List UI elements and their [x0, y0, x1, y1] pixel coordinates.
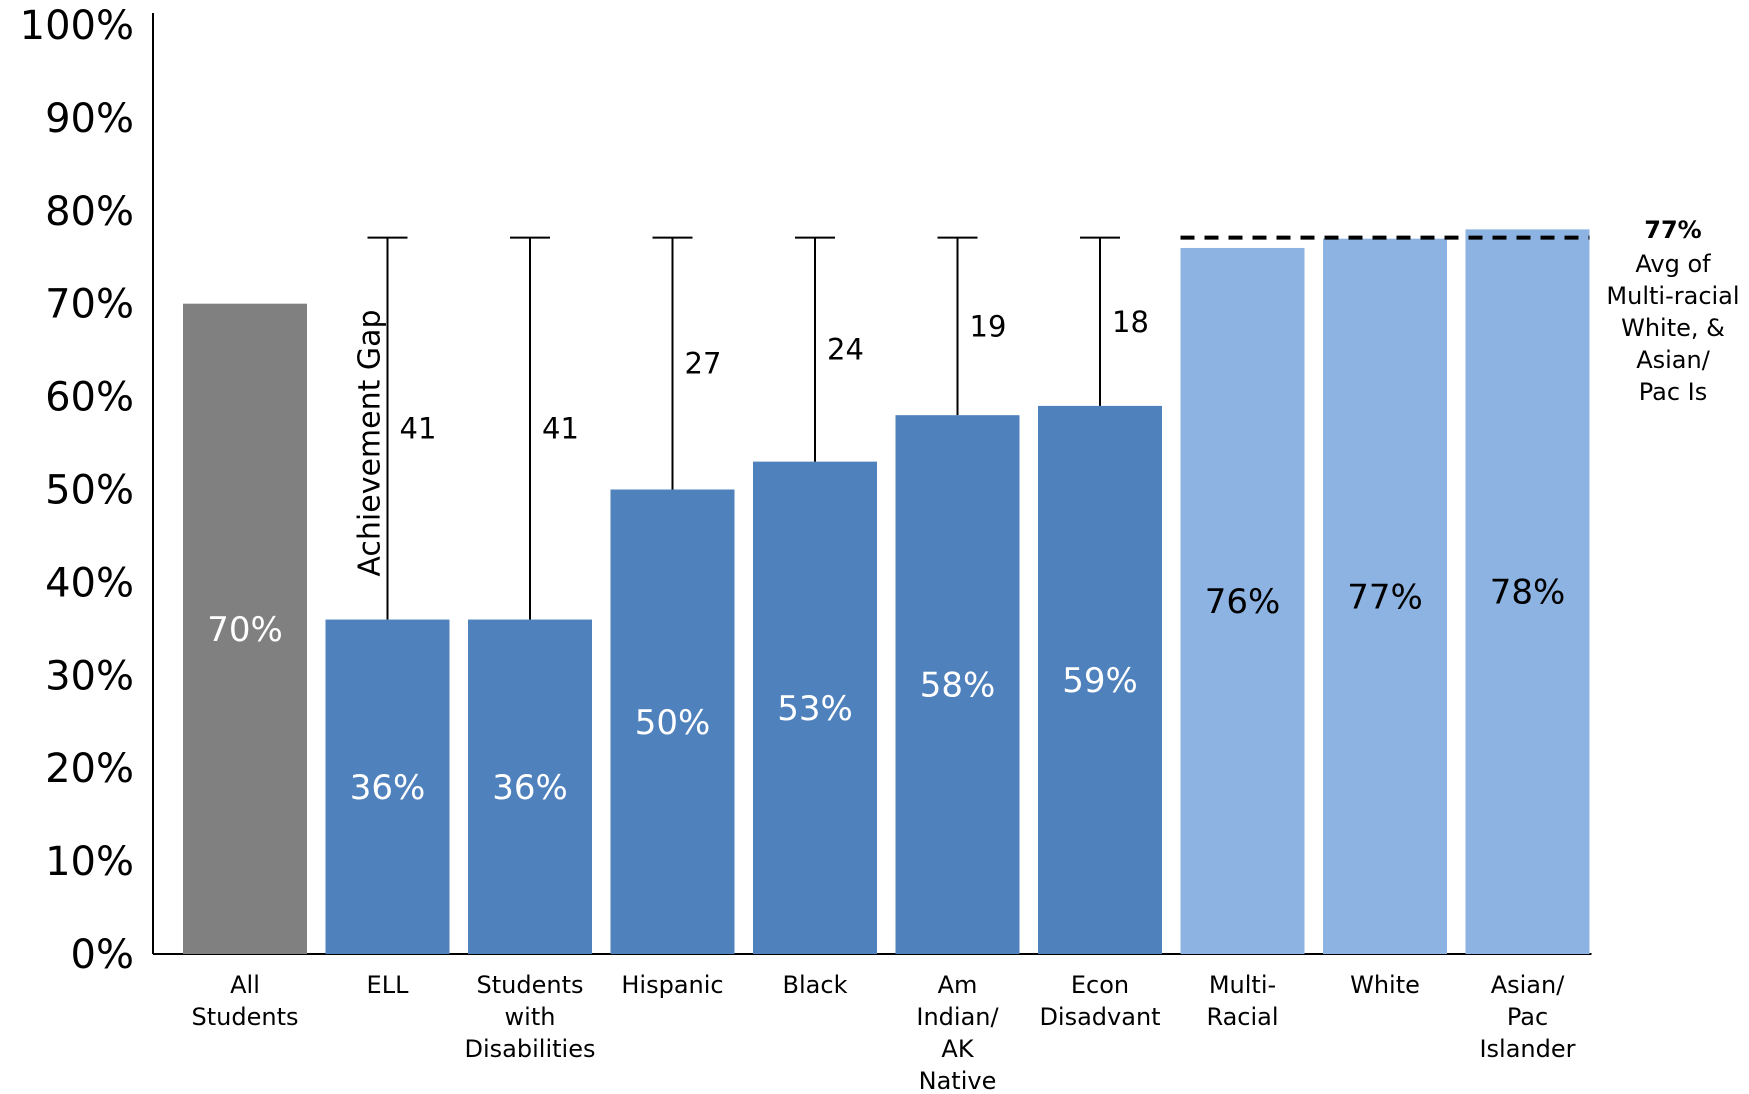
x-category-label: Asian/Pac Islander [1479, 971, 1575, 1063]
y-tick-label: 10% [45, 839, 134, 885]
x-category-label: White [1350, 971, 1420, 999]
bar-value-label: 78% [1490, 573, 1566, 613]
bar [1038, 405, 1162, 954]
gap-value-label: 27 [685, 347, 722, 381]
bar [753, 461, 877, 954]
y-tick-label: 90% [45, 96, 134, 142]
y-tick-label: 80% [45, 189, 134, 235]
bar-value-label: 36% [350, 768, 426, 808]
y-tick-label: 0% [71, 932, 134, 978]
bar [1180, 247, 1305, 954]
bar [610, 489, 735, 954]
bar [1465, 229, 1590, 954]
bar [325, 619, 450, 954]
bar [1323, 238, 1447, 955]
achievement-gap-markers: 41 41 27 24 19 18 Achievement Gap [353, 236, 1149, 620]
bar [183, 303, 307, 954]
bar [895, 415, 1020, 954]
bar-value-label: 59% [1062, 661, 1138, 701]
y-tick-label: 20% [45, 746, 134, 792]
bar-value-label: 58% [920, 666, 996, 706]
y-tick-label: 40% [45, 560, 134, 606]
y-tick-label: 60% [45, 375, 134, 421]
gap-value-label: 24 [827, 333, 864, 367]
bar-value-label: 77% [1347, 577, 1423, 617]
x-category-label: Econ Disadvant [1039, 971, 1160, 1031]
y-tick-label: 30% [45, 653, 134, 699]
x-category-label: All Students [192, 971, 299, 1031]
x-category-label: ELL [367, 971, 410, 999]
bar-value-label: 50% [635, 703, 711, 743]
gap-value-label: 41 [542, 412, 579, 446]
bar-value-label: 36% [492, 768, 568, 808]
x-axis-labels: All Students ELL Students with Disabilities Hi… [192, 971, 1576, 1094]
bar-value-label: 76% [1205, 582, 1281, 622]
x-category-label: Am Indian/AK Native [916, 971, 999, 1094]
bar [468, 619, 592, 954]
reference-line-label: Avg of Multi-racial White, & Asian/Pac Is [1606, 250, 1739, 406]
gap-value-label: 19 [970, 309, 1007, 343]
reference-line-group: 77% Avg of Multi-racial White, & Asian/Pac I… [1180, 216, 1740, 406]
x-category-label: Hispanic [621, 971, 723, 999]
y-tick-label: 50% [45, 468, 134, 514]
gap-value-label: 18 [1112, 305, 1149, 339]
bar-value-label: 70% [207, 610, 283, 650]
x-category-label: Black [783, 971, 848, 999]
y-axis: 0% 10% 20% 30% 40% 50% 60% 70% 80% 90% 100% [20, 3, 1592, 978]
bars: 70% 36% 36% 50% 53% 58% 59% 76% 77% 78% [183, 229, 1590, 955]
bar-value-label: 53% [777, 689, 853, 729]
gap-value-label: 41 [400, 412, 437, 446]
x-category-label: Multi-Racial [1206, 971, 1278, 1031]
x-category-label: Students with Disabilities [465, 971, 596, 1063]
y-tick-label: 70% [45, 282, 134, 328]
achievement-gap-title: Achievement Gap [353, 309, 388, 576]
y-tick-label: 100% [20, 3, 134, 49]
reference-line-value: 77% [1644, 216, 1701, 244]
